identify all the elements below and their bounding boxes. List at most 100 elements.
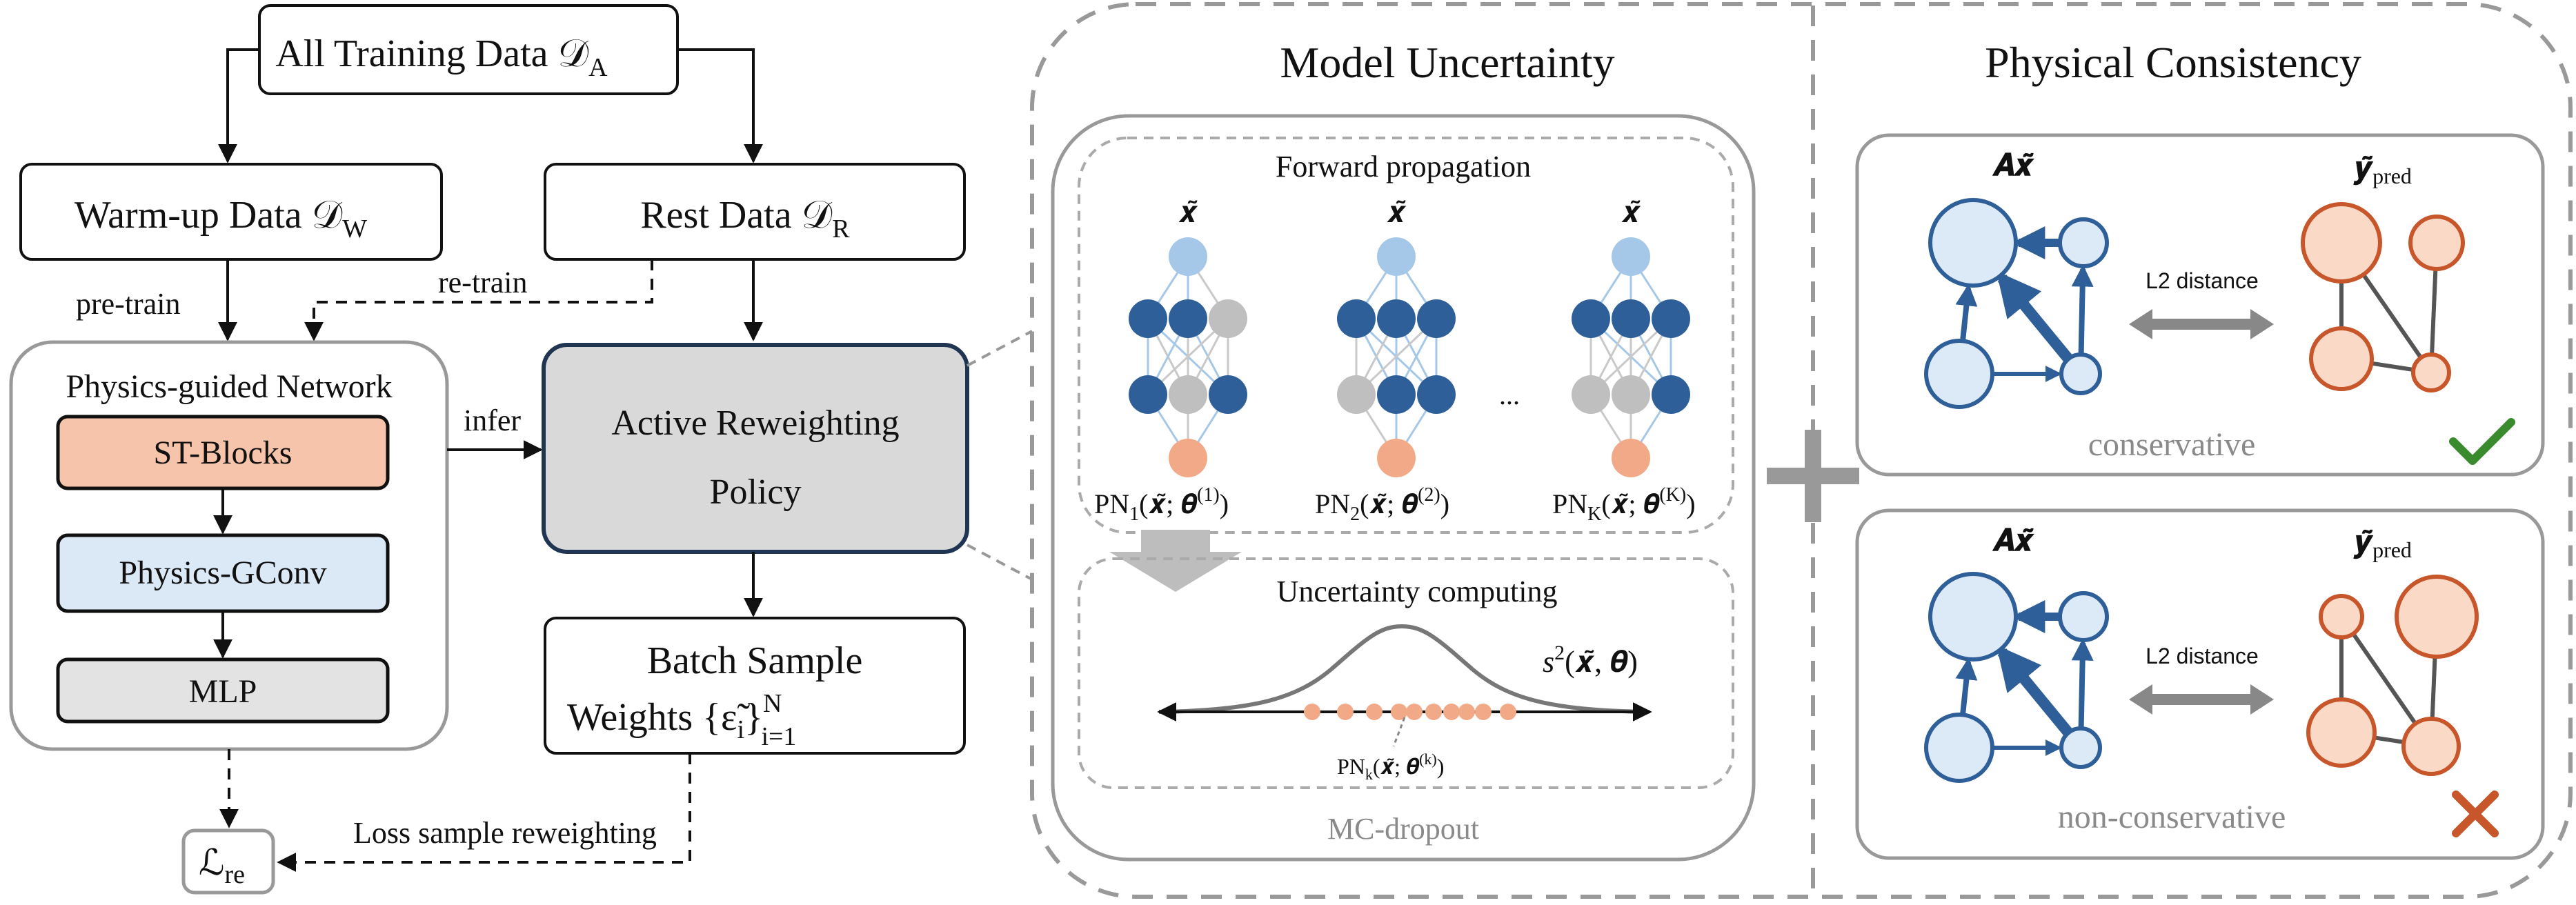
nn-hidden-node [1572,375,1610,414]
ypred-label-1: 𝒚̃pred [2353,151,2412,188]
warmup-data-label: Warm-up Data 𝒟W [75,194,367,243]
arrow-retrain [304,259,653,341]
nn-input-node [1169,237,1207,276]
cross-icon [2452,790,2499,837]
ax-label-1: 𝑨𝒙̃ [1992,148,2035,182]
flow-edge [1996,645,2073,737]
physical-consistency-title: Physical Consistency [1985,38,2361,87]
zoom-line-top [967,330,1033,367]
nn-hidden-node [1652,375,1690,414]
nn-hidden-node [1337,375,1376,414]
sample-dot [1425,704,1442,720]
flow-node [1928,198,2018,288]
pretrain-label: pre-train [76,287,180,321]
arrow-all-to-rest [677,48,763,163]
warmup-data-box [19,163,443,261]
nn-hidden-node [1652,299,1690,338]
all-training-data-label: All Training Data 𝒟A [275,32,608,82]
nn-hidden-node [1209,299,1247,338]
left-panel: All Training Data 𝒟A Warm-up Data 𝒟W Res… [9,4,969,895]
flow-edge [1996,271,2073,363]
pred-node [2301,202,2382,284]
flow-node [1924,339,1994,409]
flow-edge [1955,657,1978,715]
gaussian-curve [1158,624,1649,714]
arrow-all-to-warmup [218,48,259,163]
mlp-label: MLP [189,673,257,710]
conservative-box [1855,133,2545,477]
conservative-pred-graph [2301,202,2465,392]
loss-reweighting-label: Loss sample reweighting [353,816,657,850]
physics-guided-network-title: Physics-guided Network [66,368,392,405]
conservative-flow-graph [1924,198,2109,409]
nn-hidden-node [1129,299,1167,338]
loss-symbol: ℒre [199,844,245,889]
non-conservative-flow-graph [1924,572,2109,783]
nn-hidden-node [1129,375,1167,414]
nn-hidden-node [1209,375,1247,414]
mc-dropout-label: MC-dropout [1327,812,1479,846]
ypred-label-2: 𝒚̃pred [2353,525,2412,562]
nn-hidden-node [1169,299,1207,338]
nn-hidden-node [1612,375,1650,414]
nn-hidden-node [1169,375,1207,414]
nn-output-node [1377,439,1416,477]
ax-label-2: 𝑨𝒙̃ [1992,524,2035,557]
mlp-box [56,657,390,724]
flow-node [2058,217,2109,268]
nn-hidden-node [1377,299,1416,338]
x-tilde-2: 𝒙̃ [1387,195,1407,229]
down-arrow [1109,530,1242,592]
dropout-network-2 [1337,237,1456,477]
zoom-line-bottom [967,544,1033,581]
sample-dot [1337,704,1354,720]
sample-dot [1304,704,1320,720]
pn1-label: PN1(𝒙̃; 𝜽(1)) [1094,484,1229,525]
uncertainty-computing-label: Uncertainty computing [1277,575,1558,608]
pred-node [2309,326,2374,391]
check-icon [2449,418,2515,465]
sample-dot [1458,704,1475,720]
flow-node [2058,591,2109,642]
batch-line2: Weights {ε̃i}N i=1 [567,689,796,751]
rest-data-label: Rest Data 𝒟R [640,194,850,243]
flow-node [2059,726,2102,769]
nn-hidden-node [1417,299,1456,338]
nn-input-node [1377,237,1416,276]
nn-hidden-node [1572,299,1610,338]
double-arrow-1 [2129,309,2274,339]
pred-node [2306,697,2377,768]
pnk-label-top: PNK(𝒙̃; 𝜽(K)) [1552,484,1696,525]
policy-line2: Policy [710,473,802,512]
nn-hidden-node [1377,375,1416,414]
model-uncertainty-title: Model Uncertainty [1280,38,1614,87]
pnk-label-bottom: PNk(𝒙̃; 𝜽(k)) [1337,750,1444,783]
flow-edge [1955,284,1978,341]
pnk-pointer [1392,717,1406,747]
forward-propagation-box [1078,137,1734,534]
sample-dot [1443,704,1460,720]
physics-gconv-label: Physics-GConv [119,555,326,591]
retrain-label: re-train [438,266,527,299]
sample-dot [1500,704,1516,720]
sample-dots [1304,704,1516,720]
flow-node [1924,713,1994,783]
forward-propagation-label: Forward propagation [1276,150,1531,183]
flow-node [1928,572,2018,662]
l2-distance-label-2: L2 distance [2146,644,2259,668]
sample-dot [1366,704,1383,720]
nn-hidden-node [1612,299,1650,338]
infer-label: infer [464,404,521,437]
dropout-network-1 [1129,237,1247,477]
nn-output-node [1612,439,1650,477]
nn-output-node [1169,439,1207,477]
nn-hidden-node [1337,299,1376,338]
flow-edge [2071,638,2094,729]
nn-input-node [1612,237,1650,276]
flow-node [2059,352,2102,395]
uncertainty-computing-box [1078,557,1734,789]
active-reweighting-policy-box [542,343,969,554]
model-uncertainty-panel: Model Uncertainty Forward propagation 𝒙̃… [1051,38,1756,862]
st-blocks-label: ST-Blocks [154,435,293,471]
